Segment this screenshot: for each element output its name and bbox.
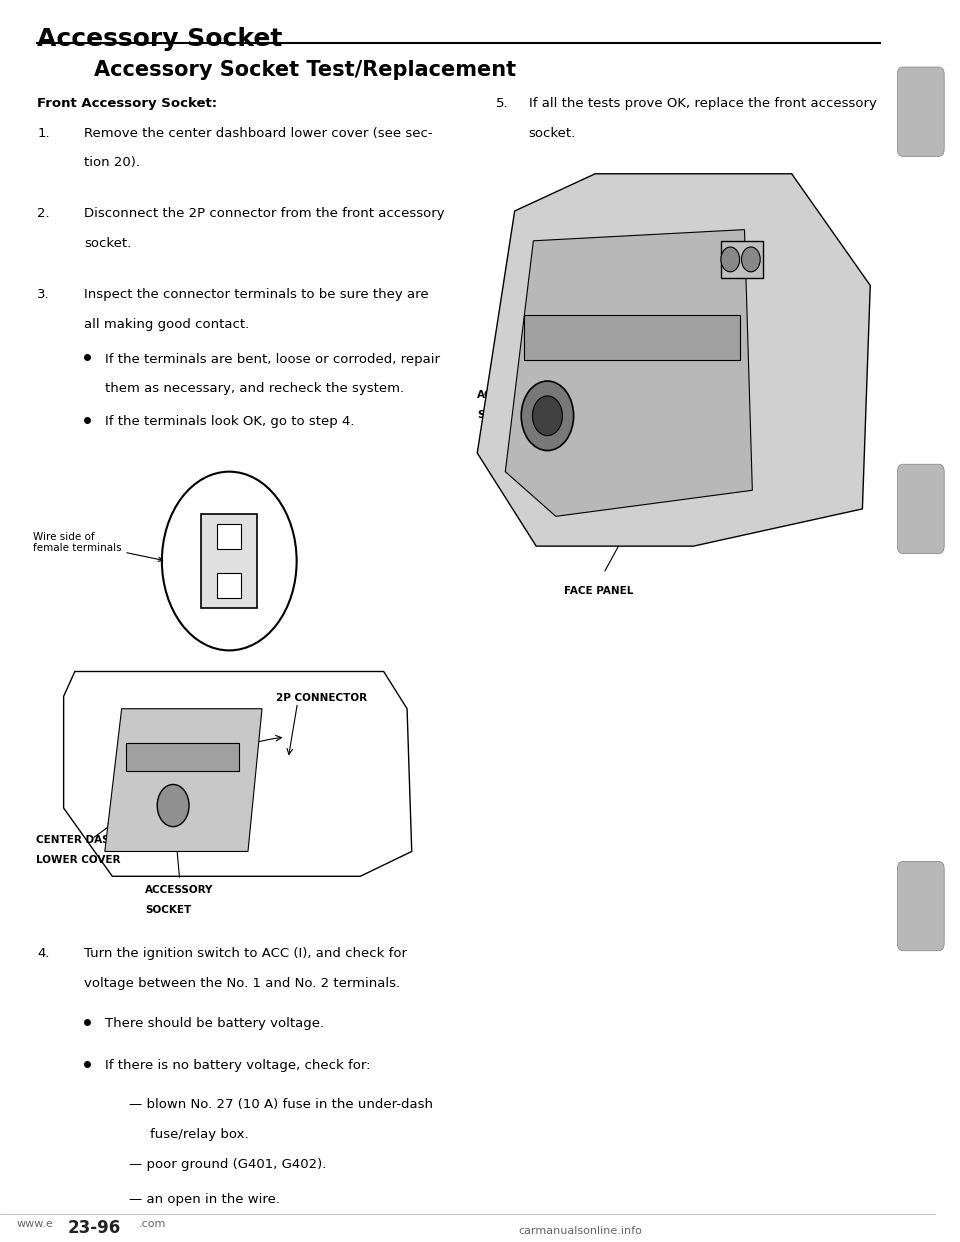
Text: 23-96: 23-96 (67, 1218, 121, 1237)
Text: Turn the ignition switch to ACC (I), and check for: Turn the ignition switch to ACC (I), and… (84, 948, 407, 960)
Text: .com: .com (138, 1218, 166, 1228)
Text: Wire side of
female terminals: Wire side of female terminals (33, 532, 162, 561)
Text: 2.: 2. (37, 207, 50, 220)
Text: — blown No. 27 (10 A) fuse in the under-dash: — blown No. 27 (10 A) fuse in the under-… (130, 1098, 433, 1112)
Text: There should be battery voltage.: There should be battery voltage. (105, 1016, 324, 1030)
Bar (127, 744, 239, 771)
Text: SOCKET: SOCKET (477, 410, 523, 420)
Text: 5.: 5. (496, 97, 509, 109)
Text: FACE PANEL: FACE PANEL (564, 586, 634, 596)
FancyBboxPatch shape (898, 862, 945, 951)
Text: 1.: 1. (37, 127, 50, 139)
Text: If the terminals are bent, loose or corroded, repair: If the terminals are bent, loose or corr… (105, 353, 440, 365)
Text: — an open in the wire.: — an open in the wire. (130, 1192, 280, 1206)
Text: Accessory Socket Test/Replacement: Accessory Socket Test/Replacement (93, 60, 516, 79)
Bar (217, 524, 241, 549)
Text: Disconnect the 2P connector from the front accessory: Disconnect the 2P connector from the fro… (84, 207, 444, 220)
Text: ACCESSORY: ACCESSORY (145, 886, 213, 895)
Bar (217, 574, 241, 599)
Bar (524, 315, 740, 360)
Text: PROTECTOR: PROTECTOR (702, 313, 772, 323)
Polygon shape (505, 230, 753, 517)
Text: socket.: socket. (84, 237, 132, 250)
Text: If the terminals look OK, go to step 4.: If the terminals look OK, go to step 4. (105, 415, 354, 427)
FancyBboxPatch shape (898, 465, 945, 554)
Text: Remove the center dashboard lower cover (see sec-: Remove the center dashboard lower cover … (84, 127, 433, 139)
Polygon shape (105, 709, 262, 852)
Circle shape (521, 381, 574, 451)
Text: fuse/relay box.: fuse/relay box. (150, 1128, 249, 1141)
Text: CENTER DASHBOARD: CENTER DASHBOARD (36, 836, 159, 846)
Text: 1: 1 (239, 529, 246, 539)
Text: all making good contact.: all making good contact. (84, 318, 250, 330)
Text: SOCKET: SOCKET (145, 905, 191, 915)
Circle shape (741, 247, 760, 272)
Text: 3.: 3. (37, 288, 50, 301)
Text: voltage between the No. 1 and No. 2 terminals.: voltage between the No. 1 and No. 2 term… (84, 977, 400, 990)
Text: them as necessary, and recheck the system.: them as necessary, and recheck the syste… (105, 383, 404, 395)
Text: ACCESSORY: ACCESSORY (477, 390, 545, 400)
Text: THERMAL: THERMAL (702, 293, 758, 303)
Text: 2P CONNECTOR: 2P CONNECTOR (276, 693, 367, 703)
Text: LOWER COVER: LOWER COVER (36, 856, 120, 866)
Text: tion 20).: tion 20). (84, 156, 140, 169)
FancyBboxPatch shape (202, 514, 257, 609)
Circle shape (533, 396, 563, 436)
Polygon shape (477, 174, 871, 546)
Text: Inspect the connector terminals to be sure they are: Inspect the connector terminals to be su… (84, 288, 429, 301)
Text: Accessory Socket: Accessory Socket (37, 27, 283, 51)
Circle shape (721, 247, 739, 272)
Text: 2: 2 (239, 579, 246, 589)
Text: socket.: socket. (529, 127, 576, 139)
Bar (721, 241, 763, 278)
Text: www.e: www.e (17, 1218, 54, 1228)
FancyBboxPatch shape (898, 67, 945, 156)
Text: 4.: 4. (37, 948, 50, 960)
Text: — poor ground (G401, G402).: — poor ground (G401, G402). (130, 1158, 326, 1171)
Text: If there is no battery voltage, check for:: If there is no battery voltage, check fo… (105, 1058, 371, 1072)
Text: carmanualsonline.info: carmanualsonline.info (518, 1226, 642, 1236)
Circle shape (157, 785, 189, 827)
Text: Front Accessory Socket:: Front Accessory Socket: (37, 97, 218, 109)
Text: If all the tests prove OK, replace the front accessory: If all the tests prove OK, replace the f… (529, 97, 876, 109)
